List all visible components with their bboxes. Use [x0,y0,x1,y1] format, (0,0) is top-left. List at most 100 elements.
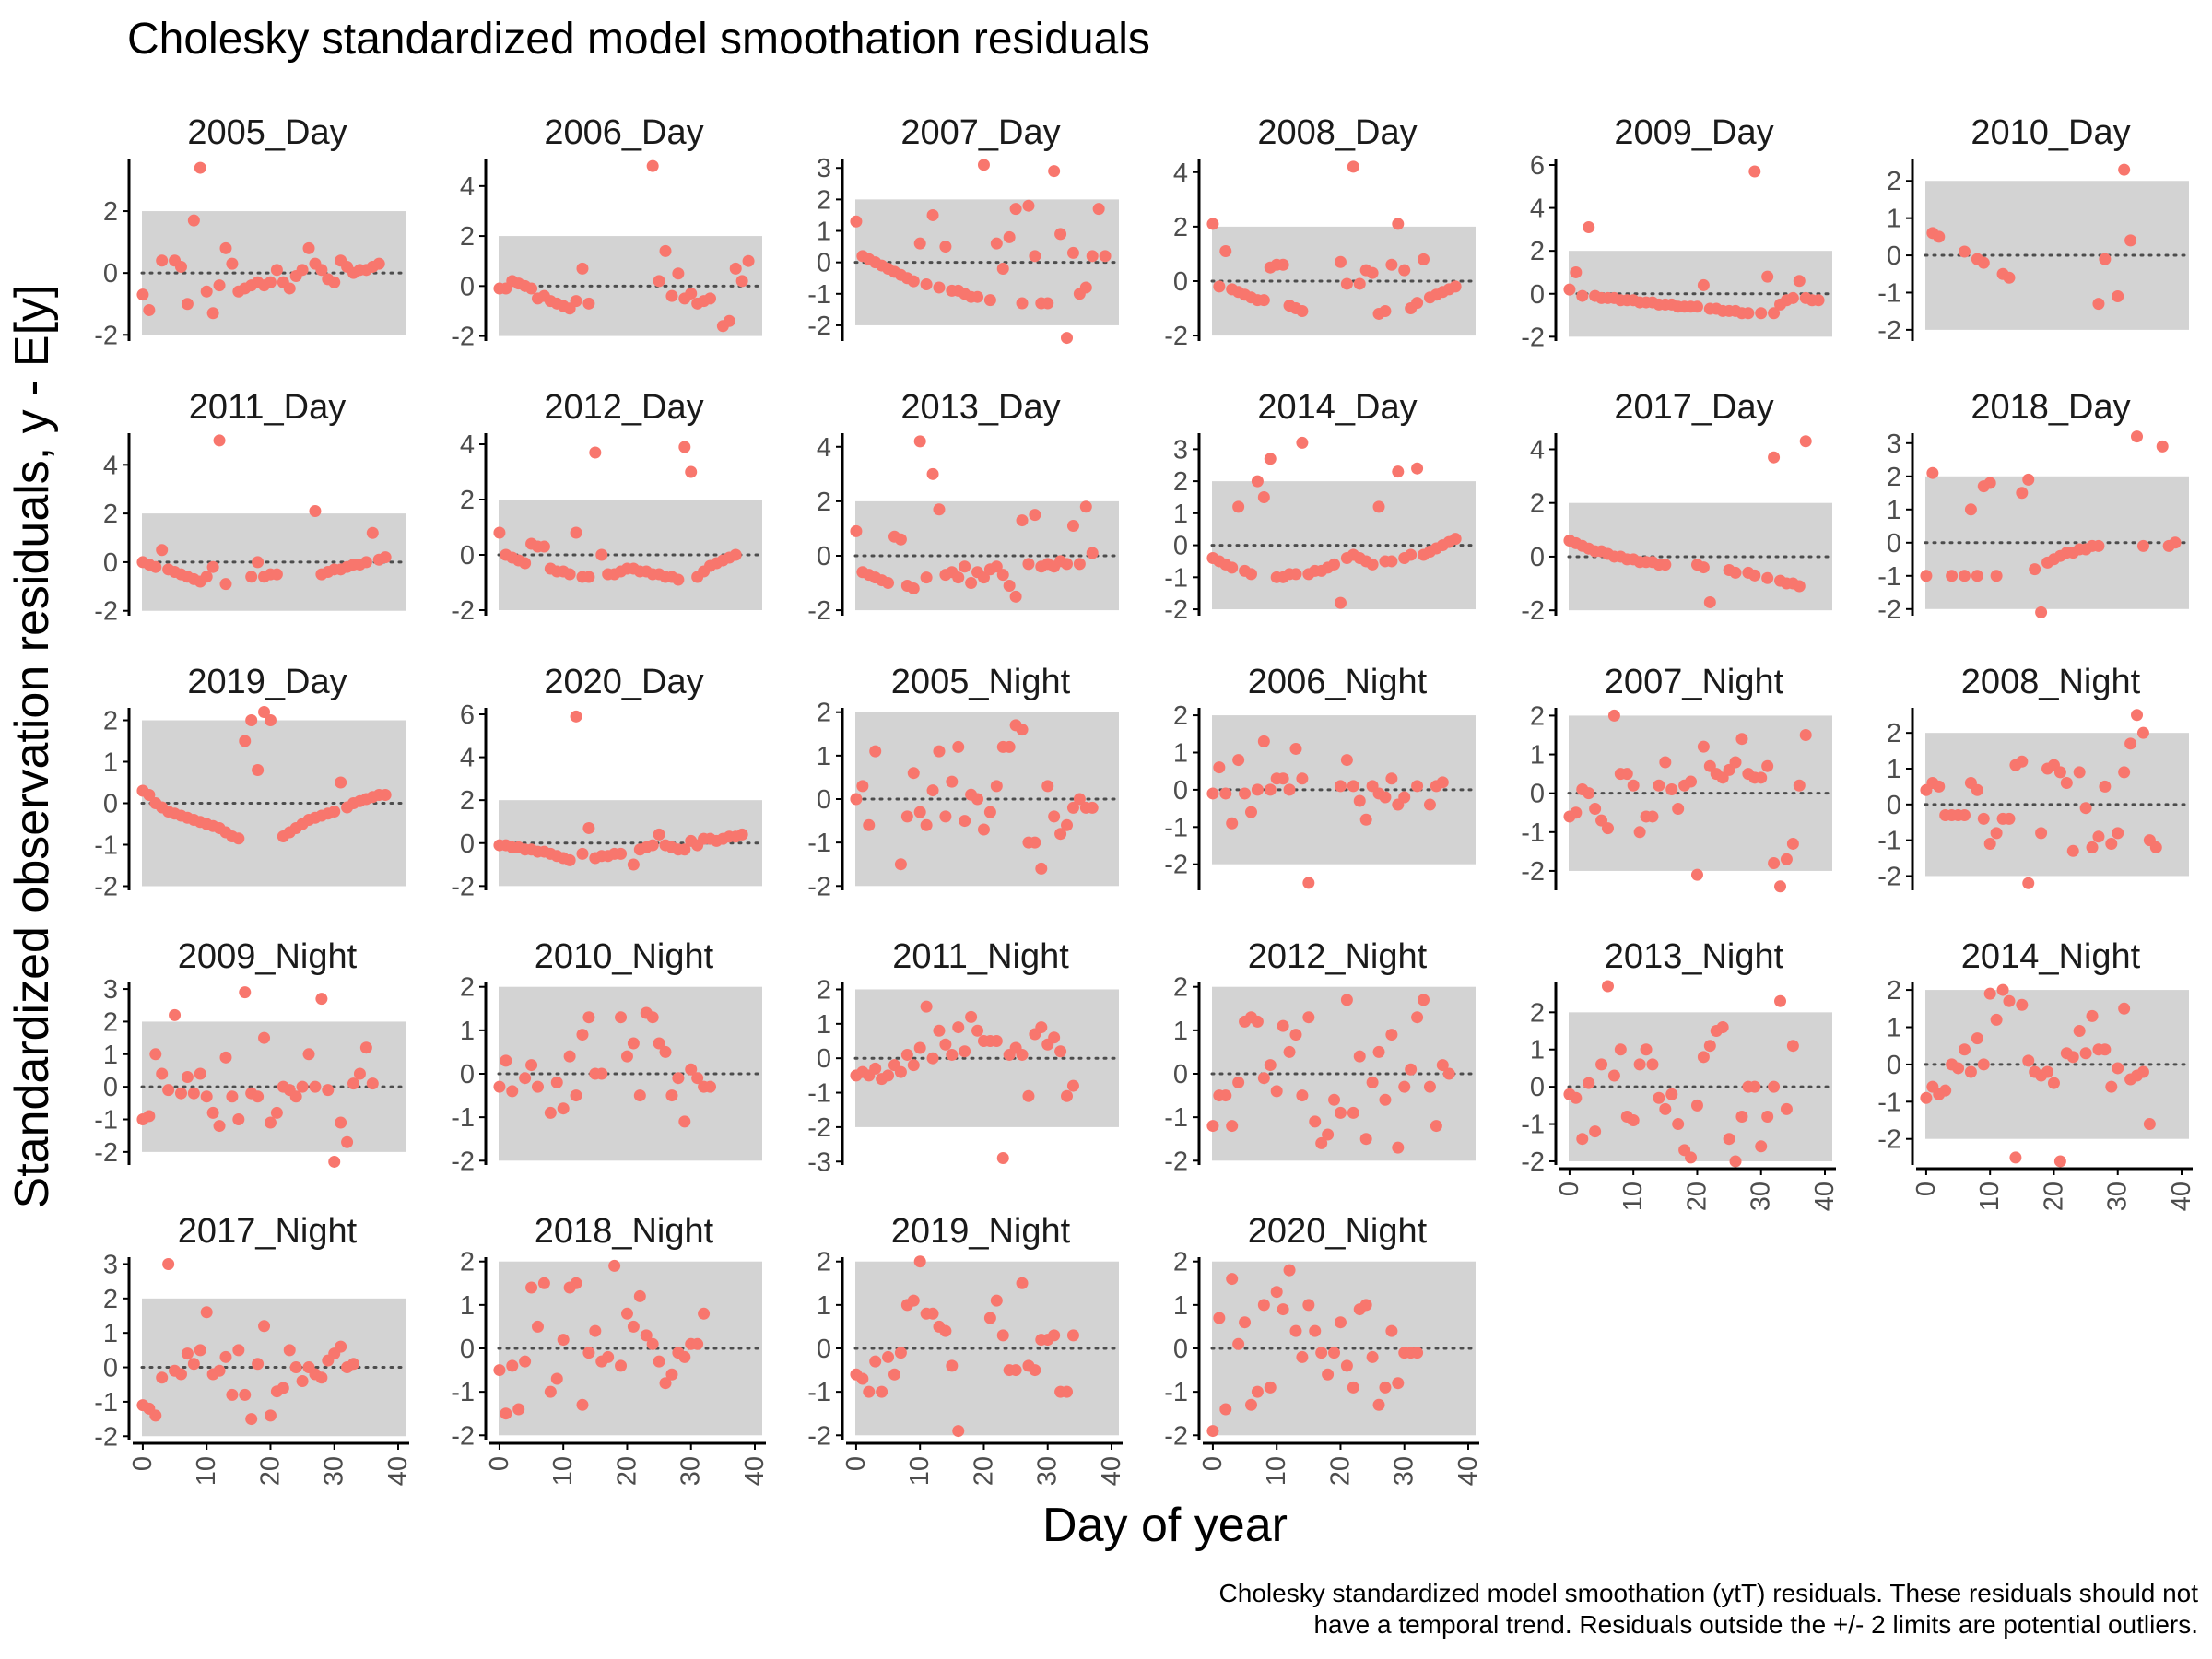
data-point [1366,1350,1379,1363]
data-point [1016,724,1029,736]
data-point [1296,1089,1309,1102]
data-point [1289,568,1302,581]
data-point [1372,1398,1385,1411]
data-point [672,1072,685,1085]
data-point [1793,779,1806,792]
data-point [1755,771,1768,784]
data-point [1697,278,1710,291]
data-point [1601,822,1614,835]
data-point [2022,1054,2035,1067]
data-point [245,714,258,726]
data-point [1729,566,1742,579]
data-point [283,1344,296,1357]
data-point [2029,563,2041,576]
data-point [1359,813,1372,826]
data-point [990,560,1003,573]
panel-2006_Day: 2006_Day -2 0 2 4 [451,113,764,352]
y-tick-label: 0 [1173,1335,1188,1364]
data-point [659,244,672,257]
data-point [1755,1140,1768,1153]
y-tick-label: -2 [94,597,118,627]
y-tick-label: -3 [807,1147,831,1177]
data-point [1219,1403,1232,1416]
data-point [659,1377,672,1390]
data-point [296,1080,309,1093]
data-point [1054,228,1067,241]
data-point [315,1371,328,1384]
data-point [174,260,187,273]
data-point [550,1076,563,1088]
data-point [646,1337,659,1350]
data-point [1283,1045,1296,1058]
y-tick-label: -2 [451,1147,475,1176]
data-point [1449,280,1462,293]
y-tick-label: 2 [1173,1248,1188,1277]
y-tick-label: 0 [1887,1051,1901,1080]
data-point [1958,1043,1971,1056]
y-tick-label: 0 [817,1335,831,1364]
data-point [1659,756,1672,769]
data-point [576,262,589,275]
data-point [149,1409,162,1422]
data-point [570,710,582,723]
data-point [1423,1080,1436,1093]
data-point [678,441,691,453]
panel-2012_Night: 2012_Night -2 -1 0 1 2 [1164,937,1477,1176]
data-point [2022,473,2035,486]
data-point [1990,570,2003,582]
data-point [206,307,219,320]
data-point [1239,1316,1252,1329]
data-point [1283,1264,1296,1277]
data-point [1022,1089,1035,1102]
y-tick-label: 2 [103,1285,118,1314]
data-point [869,745,882,758]
data-point [2003,994,2016,1007]
data-point [270,1106,283,1119]
x-tick-label: 10 [548,1456,578,1486]
data-point [1009,203,1022,216]
y-tick-label: 1 [817,218,831,247]
data-point [1939,1084,1952,1097]
data-point [512,1403,525,1416]
panel-title: 2012_Day [544,388,703,427]
y-tick-label: 0 [1530,280,1545,310]
data-point [563,1050,576,1063]
data-point [1442,1067,1455,1080]
data-point [232,1344,245,1357]
data-point [519,1072,532,1085]
data-point [1812,294,1825,307]
data-point [187,214,200,227]
data-point [2047,1077,2060,1089]
data-point [735,828,748,841]
y-tick-label: -2 [1164,1147,1188,1176]
y-tick-label: -1 [451,1103,475,1133]
data-point [1392,1141,1405,1154]
data-point [366,526,379,539]
data-point [653,275,665,288]
data-point [1411,780,1424,793]
data-point [1576,289,1589,302]
data-point [1086,250,1099,263]
x-tick-label: 40 [2167,1182,2196,1211]
data-point [959,815,971,828]
data-point [926,467,939,480]
data-point [990,780,1003,793]
y-tick-label: -1 [1521,1111,1545,1140]
data-point [1576,1133,1589,1146]
data-point [1340,277,1353,290]
panel-title: 2019_Night [891,1212,1071,1251]
y-tick-label: 2 [1530,489,1545,519]
data-point [1786,1040,1799,1053]
data-point [1768,1080,1781,1093]
y-tick-label: -1 [1164,563,1188,593]
data-point [1264,1059,1277,1072]
y-tick-label: 3 [817,154,831,183]
data-point [952,1021,965,1034]
data-point [226,1388,239,1401]
data-point [1048,1329,1061,1342]
data-point [1697,740,1710,753]
data-point [258,1031,271,1044]
data-point [1347,1381,1359,1394]
data-point [620,1307,633,1320]
